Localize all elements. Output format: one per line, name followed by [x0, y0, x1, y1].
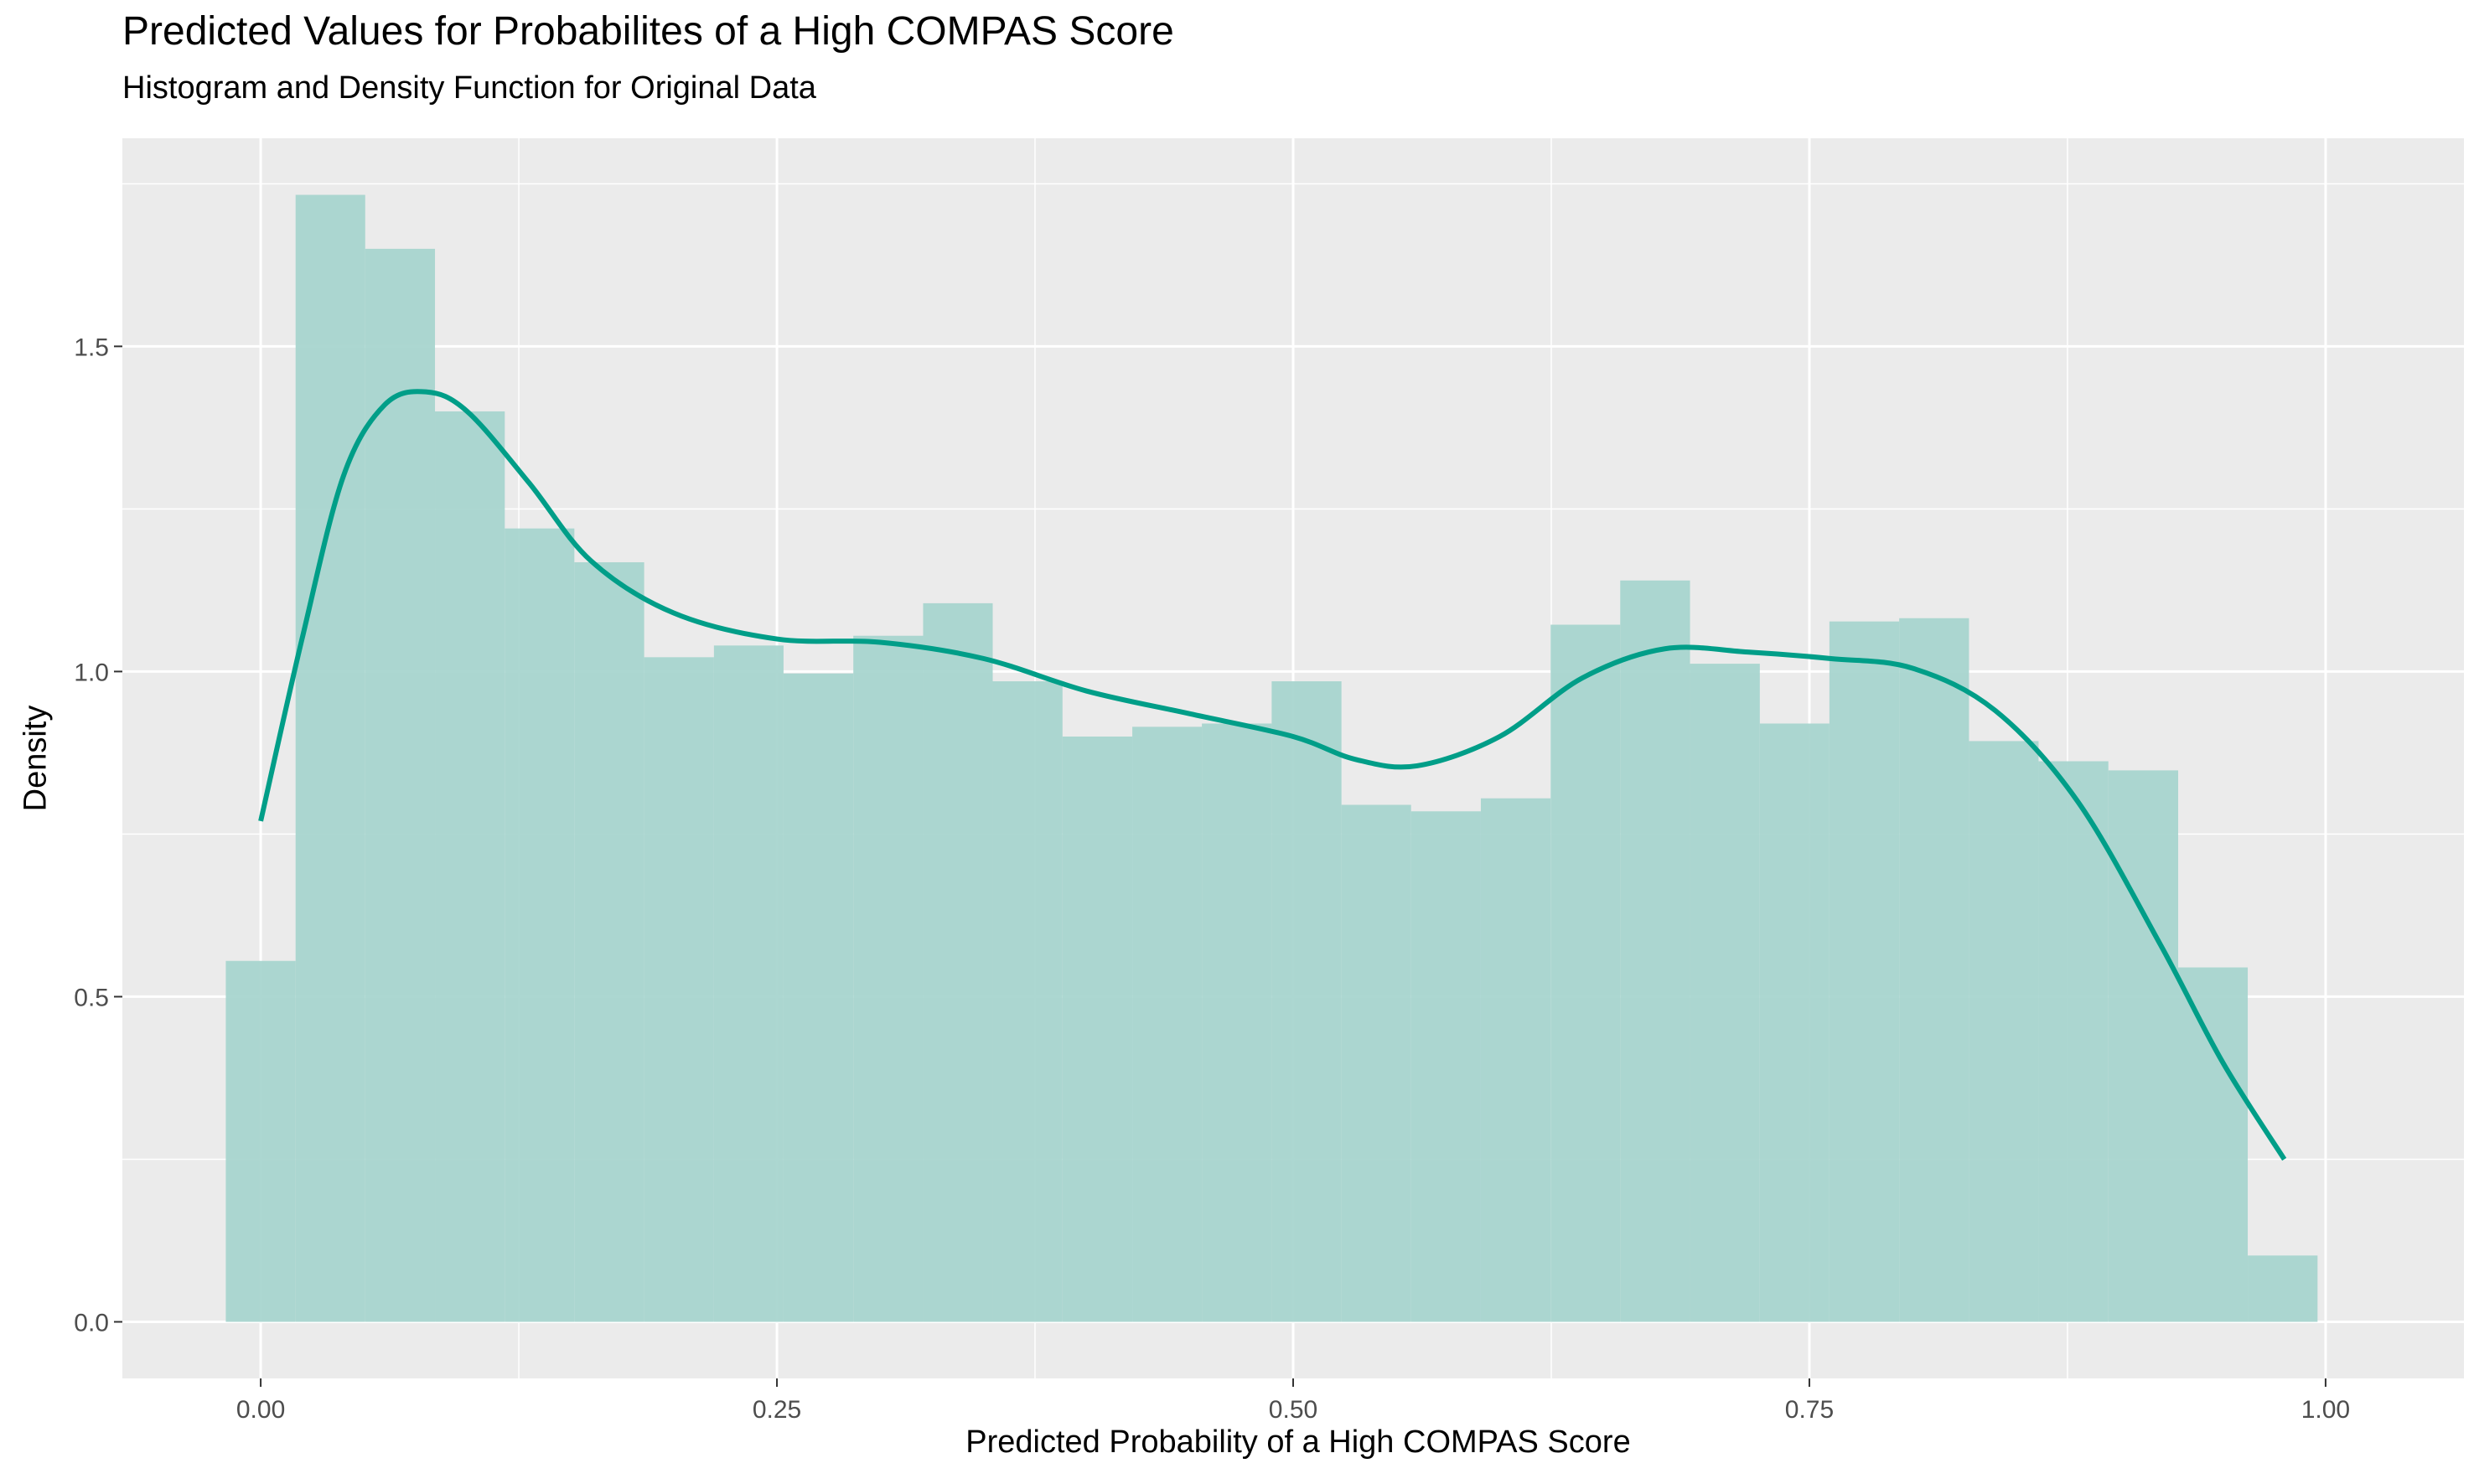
x-axis-label: Predicted Probability of a High COMPAS S…	[965, 1425, 1631, 1460]
histogram-bar	[225, 960, 296, 1322]
chart-title: Predicted Values for Probabilites of a H…	[122, 9, 1174, 54]
histogram-bar	[2108, 770, 2179, 1322]
x-tick-label: 0.25	[753, 1396, 801, 1424]
histogram-bar	[1620, 580, 1690, 1322]
histogram-bar	[1829, 621, 1900, 1322]
histogram-bar	[1969, 741, 2039, 1322]
histogram-bar	[1410, 811, 1481, 1322]
y-tick-label: 1.0	[74, 659, 109, 686]
histogram-bar	[2248, 1255, 2318, 1322]
histogram-bar	[1690, 664, 1760, 1322]
histogram-bar	[853, 635, 924, 1322]
y-tick-label: 1.5	[74, 334, 109, 361]
y-axis-label-wrap: Density	[7, 706, 65, 812]
histogram-bar	[1550, 624, 1621, 1322]
y-axis-label: Density	[18, 705, 54, 812]
histogram-bar	[1759, 723, 1830, 1322]
x-tick-label: 0.00	[236, 1396, 285, 1424]
histogram-bar	[713, 645, 784, 1322]
histogram-bar	[295, 194, 365, 1322]
chart-subtitle: Histogram and Density Function for Origi…	[122, 70, 816, 106]
histogram-bar	[1341, 804, 1411, 1322]
x-tick-label: 0.75	[1785, 1396, 1834, 1424]
histogram-bar	[644, 657, 714, 1322]
histogram-bar	[574, 562, 644, 1322]
histogram-bar	[2038, 761, 2109, 1322]
histogram-bar	[365, 248, 436, 1322]
histogram-bar	[1132, 726, 1203, 1322]
histogram-bar	[783, 673, 854, 1322]
histogram-bar	[435, 411, 505, 1322]
histogram-bar	[992, 681, 1063, 1322]
histogram-bar	[2178, 967, 2249, 1322]
histogram-bar	[1062, 737, 1133, 1322]
histogram-bar	[1271, 681, 1342, 1322]
histogram-bar	[505, 528, 575, 1322]
histogram-bar	[1899, 618, 1969, 1322]
histogram-bar	[923, 602, 993, 1322]
density-curve	[258, 389, 2287, 1161]
x-tick-label: 1.00	[2301, 1396, 2350, 1424]
y-tick-label: 0.5	[74, 984, 109, 1011]
histogram-bar	[1480, 798, 1551, 1322]
y-tick-label: 0.0	[74, 1309, 109, 1337]
x-tick-label: 0.50	[1269, 1396, 1317, 1424]
histogram-bar	[1202, 723, 1272, 1322]
